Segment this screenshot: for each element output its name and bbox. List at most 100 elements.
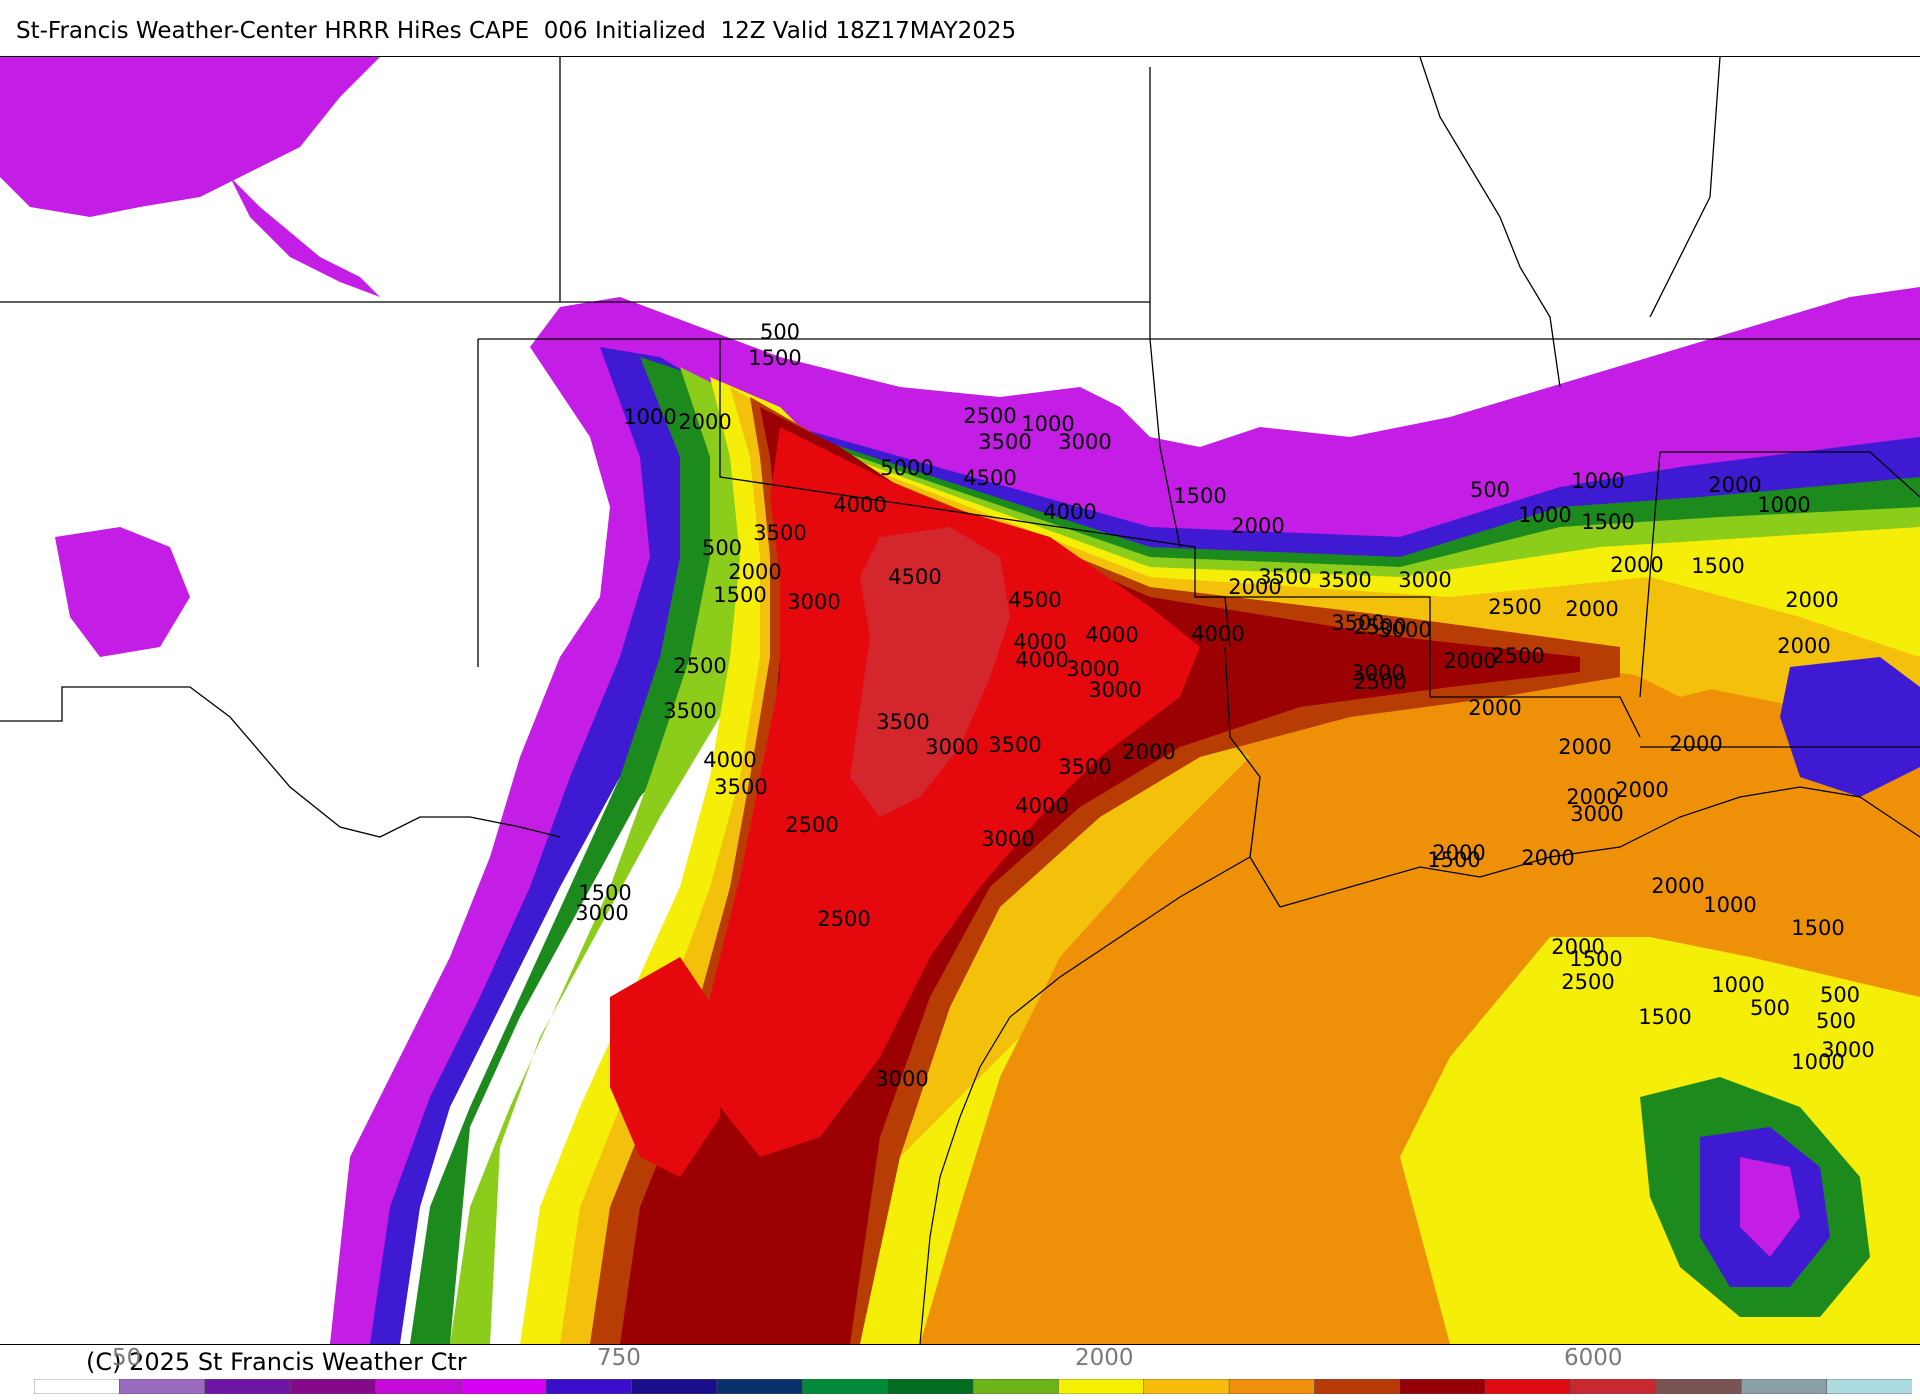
contour-label: 3000 xyxy=(575,901,628,925)
contour-label: 3000 xyxy=(1570,802,1623,826)
contour-label: 2000 xyxy=(1122,740,1175,764)
colorbar-swatch xyxy=(1399,1379,1486,1394)
contour-label: 3000 xyxy=(875,1067,928,1091)
colorbar-swatch xyxy=(631,1379,718,1394)
contour-label: 1500 xyxy=(1569,947,1622,971)
contour-label: 1500 xyxy=(713,583,766,607)
colorbar-swatch xyxy=(1740,1379,1828,1394)
contour-label: 3500 xyxy=(1058,755,1111,779)
legend-tick-label: 6000 xyxy=(1564,1345,1623,1371)
contour-label: 3000 xyxy=(1821,1038,1874,1062)
contour-label: 3000 xyxy=(1066,657,1119,681)
contour-label: 1000 xyxy=(623,405,676,429)
contour-label: 3500 xyxy=(876,710,929,734)
contour-label: 2000 xyxy=(1610,553,1663,577)
contour-label: 3500 xyxy=(978,430,1031,454)
colorbar-swatch xyxy=(801,1379,889,1394)
cape-red xyxy=(700,427,1200,1157)
contour-label: 2000 xyxy=(1468,696,1521,720)
colorbar-swatch xyxy=(204,1379,291,1394)
colorbar-swatch xyxy=(716,1379,804,1394)
contour-label: 1000 xyxy=(1518,503,1571,527)
contour-label: 4000 xyxy=(1013,630,1066,654)
contour-label: 2500 xyxy=(1353,615,1406,639)
contour-label: 1500 xyxy=(578,881,631,905)
colorbar-swatch xyxy=(1314,1379,1401,1394)
cape-gold-ne xyxy=(1620,597,1780,697)
contour-label: 1500 xyxy=(1173,484,1226,508)
contour-label: 3500 xyxy=(753,521,806,545)
contour-label: 2000 xyxy=(1615,778,1668,802)
colorbar-swatch xyxy=(1058,1379,1145,1394)
contour-label: 2000 xyxy=(1708,473,1761,497)
contour-label: 1500 xyxy=(1427,848,1480,872)
contour-label: 500 xyxy=(1750,996,1790,1020)
contour-label: 3500 xyxy=(988,733,1041,757)
contour-label: 1500 xyxy=(1691,554,1744,578)
cape-red-southwest xyxy=(610,957,720,1177)
legend-tick-label: 50 xyxy=(112,1345,142,1371)
contour-label: 2000 xyxy=(1228,575,1281,599)
colorbar-swatch xyxy=(1228,1379,1316,1394)
contour-label: 2000 xyxy=(1777,634,1830,658)
contour-label: 500 xyxy=(1470,478,1510,502)
cape-fill-layers xyxy=(0,57,1920,1344)
contour-label: 4000 xyxy=(1043,500,1096,524)
contour-label: 4500 xyxy=(888,565,941,589)
legend-tick-label: 750 xyxy=(597,1345,641,1371)
colorbar-swatch xyxy=(119,1379,206,1394)
contour-label: 1500 xyxy=(1638,1005,1691,1029)
contour-label: 3000 xyxy=(787,590,840,614)
contour-label: 500 xyxy=(702,536,742,560)
contour-label: 1000 xyxy=(1703,893,1756,917)
contour-label: 2000 xyxy=(1551,935,1604,959)
contour-label: 4000 xyxy=(1191,622,1244,646)
cape-purple-streak xyxy=(230,177,380,297)
contour-label: 3000 xyxy=(1398,568,1451,592)
contour-label: 1500 xyxy=(1791,916,1844,940)
cape-colorbar xyxy=(34,1379,1912,1394)
contour-label: 2000 xyxy=(678,410,731,434)
colorbar-swatch xyxy=(1826,1379,1912,1394)
contour-label: 3000 xyxy=(1378,618,1431,642)
contour-label: 5000 xyxy=(880,456,933,480)
contour-label: 1000 xyxy=(1711,973,1764,997)
cape-blue-ne xyxy=(1780,657,1920,797)
map-title: St-Francis Weather-Center HRRR HiRes CAP… xyxy=(16,18,1017,44)
cape-purple-north xyxy=(0,57,380,217)
contour-label: 2000 xyxy=(1432,841,1485,865)
contour-label: 3000 xyxy=(1058,430,1111,454)
contour-label: 1500 xyxy=(748,346,801,370)
contour-label: 4000 xyxy=(703,748,756,772)
contour-label: 2500 xyxy=(1561,970,1614,994)
contour-label: 3500 xyxy=(1331,611,1384,635)
contour-label: 2000 xyxy=(1443,649,1496,673)
contour-label: 2500 xyxy=(963,404,1016,428)
colorbar-swatch xyxy=(1484,1379,1572,1394)
contour-label: 3000 xyxy=(1351,661,1404,685)
colorbar-swatch xyxy=(1655,1379,1743,1394)
cape-purple-east xyxy=(1740,1157,1800,1257)
contour-label: 1500 xyxy=(1581,510,1634,534)
contour-label: 2000 xyxy=(1231,514,1284,538)
contour-label: 2000 xyxy=(1565,597,1618,621)
copyright-text: (C) 2025 St Francis Weather Ctr xyxy=(86,1348,467,1376)
colorbar-swatch xyxy=(289,1379,377,1394)
contour-label: 3500 xyxy=(714,775,767,799)
cape-orange-gulf xyxy=(920,617,1920,1344)
contour-label: 2500 xyxy=(817,907,870,931)
contour-label: 500 xyxy=(760,320,800,344)
contour-label: 4000 xyxy=(1085,623,1138,647)
colorbar-swatch xyxy=(545,1379,633,1394)
colorbar-swatch xyxy=(1143,1379,1230,1394)
contour-label: 3000 xyxy=(1088,678,1141,702)
colorbar-swatch xyxy=(972,1379,1060,1394)
contour-label: 2000 xyxy=(1651,874,1704,898)
contour-label: 2500 xyxy=(1488,595,1541,619)
cape-purple-blob-west xyxy=(55,527,190,657)
contour-label: 4000 xyxy=(1015,648,1068,672)
contour-label: 500 xyxy=(1820,983,1860,1007)
contour-label: 1000 xyxy=(1757,493,1810,517)
